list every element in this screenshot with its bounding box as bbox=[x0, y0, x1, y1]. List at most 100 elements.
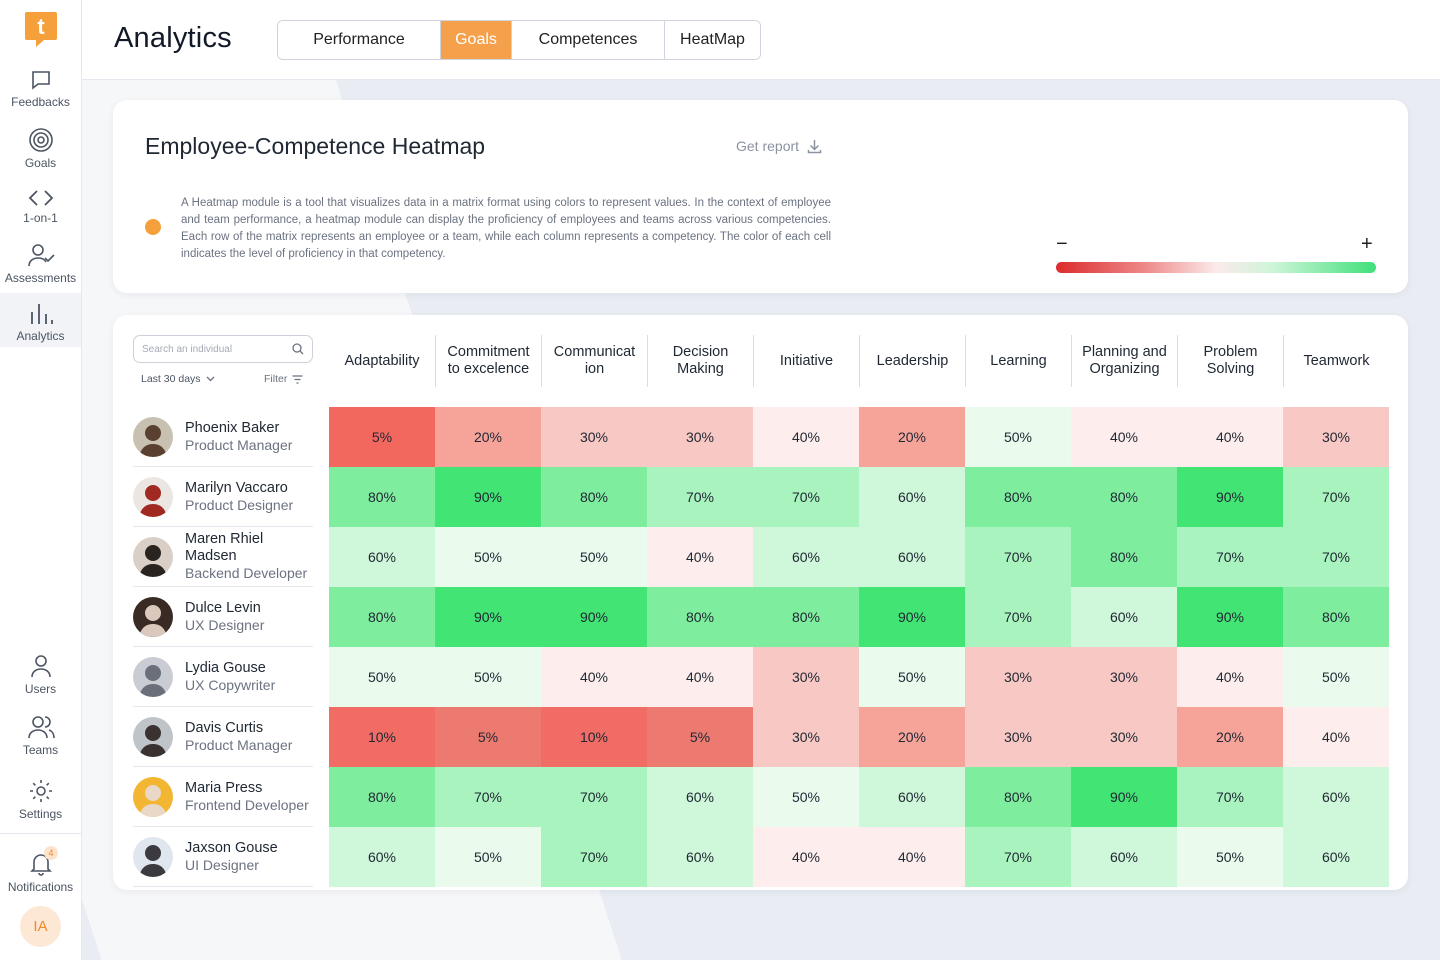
employee-row[interactable]: Phoenix Baker Product Manager bbox=[133, 407, 313, 467]
heatmap-cell[interactable]: 80% bbox=[647, 587, 753, 647]
heatmap-cell[interactable]: 30% bbox=[647, 407, 753, 467]
sidebar-item-goals[interactable]: Goals bbox=[0, 127, 81, 170]
heatmap-cell[interactable]: 60% bbox=[859, 527, 965, 587]
app-logo[interactable]: t bbox=[24, 10, 58, 48]
heatmap-cell[interactable]: 30% bbox=[1283, 407, 1389, 467]
heatmap-cell[interactable]: 80% bbox=[329, 587, 435, 647]
tab-performance[interactable]: Performance bbox=[278, 21, 441, 59]
heatmap-cell[interactable]: 30% bbox=[753, 707, 859, 767]
search-input[interactable] bbox=[142, 343, 282, 355]
heatmap-cell[interactable]: 50% bbox=[435, 827, 541, 887]
heatmap-cell[interactable]: 60% bbox=[1071, 587, 1177, 647]
heatmap-cell[interactable]: 50% bbox=[435, 647, 541, 707]
get-report-button[interactable]: Get report bbox=[736, 138, 822, 154]
tab-competences[interactable]: Competences bbox=[512, 21, 665, 59]
heatmap-cell[interactable]: 20% bbox=[859, 707, 965, 767]
tab-goals[interactable]: Goals bbox=[441, 21, 512, 59]
heatmap-cell[interactable]: 50% bbox=[1283, 647, 1389, 707]
sidebar-item-users[interactable]: Users bbox=[0, 653, 81, 696]
heatmap-cell[interactable]: 30% bbox=[965, 647, 1071, 707]
employee-row[interactable]: Dulce Levin UX Designer bbox=[133, 587, 313, 647]
heatmap-cell[interactable]: 60% bbox=[1071, 827, 1177, 887]
heatmap-cell[interactable]: 40% bbox=[753, 827, 859, 887]
heatmap-cell[interactable]: 70% bbox=[965, 827, 1071, 887]
filter-button[interactable]: Filter bbox=[264, 373, 303, 385]
heatmap-cell[interactable]: 40% bbox=[1177, 647, 1283, 707]
heatmap-cell[interactable]: 50% bbox=[753, 767, 859, 827]
heatmap-cell[interactable]: 70% bbox=[965, 527, 1071, 587]
heatmap-cell[interactable]: 80% bbox=[541, 467, 647, 527]
heatmap-cell[interactable]: 70% bbox=[435, 767, 541, 827]
sidebar-item-assessments[interactable]: Assessments bbox=[0, 242, 81, 285]
heatmap-cell[interactable]: 80% bbox=[753, 587, 859, 647]
employee-row[interactable]: Lydia Gouse UX Copywriter bbox=[133, 647, 313, 707]
heatmap-cell[interactable]: 60% bbox=[329, 827, 435, 887]
sidebar-item-settings[interactable]: Settings bbox=[0, 778, 81, 821]
employee-row[interactable]: Maren Rhiel Madsen Backend Developer bbox=[133, 527, 313, 587]
heatmap-cell[interactable]: 80% bbox=[1071, 467, 1177, 527]
sidebar-item-feedbacks[interactable]: Feedbacks bbox=[0, 68, 81, 109]
heatmap-cell[interactable]: 50% bbox=[329, 647, 435, 707]
heatmap-cell[interactable]: 40% bbox=[541, 647, 647, 707]
employee-row[interactable]: Davis Curtis Product Manager bbox=[133, 707, 313, 767]
heatmap-cell[interactable]: 60% bbox=[647, 767, 753, 827]
period-select[interactable]: Last 30 days bbox=[141, 373, 215, 385]
heatmap-cell[interactable]: 80% bbox=[329, 467, 435, 527]
heatmap-cell[interactable]: 30% bbox=[965, 707, 1071, 767]
heatmap-cell[interactable]: 70% bbox=[647, 467, 753, 527]
heatmap-cell[interactable]: 20% bbox=[435, 407, 541, 467]
heatmap-cell[interactable]: 40% bbox=[753, 407, 859, 467]
heatmap-cell[interactable]: 60% bbox=[329, 527, 435, 587]
heatmap-cell[interactable]: 70% bbox=[541, 827, 647, 887]
heatmap-cell[interactable]: 5% bbox=[435, 707, 541, 767]
heatmap-cell[interactable]: 40% bbox=[1071, 407, 1177, 467]
heatmap-cell[interactable]: 70% bbox=[753, 467, 859, 527]
sidebar-item-analytics[interactable]: Analytics bbox=[0, 293, 81, 347]
heatmap-cell[interactable]: 50% bbox=[965, 407, 1071, 467]
heatmap-cell[interactable]: 70% bbox=[965, 587, 1071, 647]
heatmap-cell[interactable]: 90% bbox=[541, 587, 647, 647]
heatmap-cell[interactable]: 10% bbox=[541, 707, 647, 767]
heatmap-cell[interactable]: 70% bbox=[541, 767, 647, 827]
heatmap-cell[interactable]: 5% bbox=[329, 407, 435, 467]
heatmap-cell[interactable]: 40% bbox=[647, 527, 753, 587]
heatmap-cell[interactable]: 20% bbox=[859, 407, 965, 467]
heatmap-cell[interactable]: 50% bbox=[859, 647, 965, 707]
heatmap-cell[interactable]: 80% bbox=[965, 467, 1071, 527]
heatmap-cell[interactable]: 60% bbox=[753, 527, 859, 587]
heatmap-cell[interactable]: 80% bbox=[1283, 587, 1389, 647]
heatmap-cell[interactable]: 90% bbox=[1177, 467, 1283, 527]
heatmap-cell[interactable]: 60% bbox=[1283, 827, 1389, 887]
employee-row[interactable]: Maria Press Frontend Developer bbox=[133, 767, 313, 827]
heatmap-cell[interactable]: 90% bbox=[435, 587, 541, 647]
heatmap-cell[interactable]: 90% bbox=[1071, 767, 1177, 827]
heatmap-cell[interactable]: 90% bbox=[1177, 587, 1283, 647]
sidebar-item-1on1[interactable]: 1-on-1 bbox=[0, 188, 81, 225]
heatmap-cell[interactable]: 30% bbox=[1071, 707, 1177, 767]
heatmap-cell[interactable]: 70% bbox=[1283, 467, 1389, 527]
employee-row[interactable]: Marilyn Vaccaro Product Designer bbox=[133, 467, 313, 527]
heatmap-cell[interactable]: 40% bbox=[647, 647, 753, 707]
heatmap-cell[interactable]: 60% bbox=[859, 767, 965, 827]
heatmap-cell[interactable]: 20% bbox=[1177, 707, 1283, 767]
heatmap-cell[interactable]: 50% bbox=[1177, 827, 1283, 887]
sidebar-item-notifications[interactable]: Notifications bbox=[0, 851, 81, 894]
heatmap-cell[interactable]: 50% bbox=[435, 527, 541, 587]
heatmap-cell[interactable]: 80% bbox=[329, 767, 435, 827]
heatmap-cell[interactable]: 30% bbox=[1071, 647, 1177, 707]
heatmap-cell[interactable]: 60% bbox=[1283, 767, 1389, 827]
heatmap-cell[interactable]: 40% bbox=[859, 827, 965, 887]
heatmap-cell[interactable]: 40% bbox=[1177, 407, 1283, 467]
heatmap-cell[interactable]: 80% bbox=[965, 767, 1071, 827]
heatmap-cell[interactable]: 60% bbox=[859, 467, 965, 527]
heatmap-cell[interactable]: 70% bbox=[1177, 767, 1283, 827]
heatmap-cell[interactable]: 10% bbox=[329, 707, 435, 767]
sidebar-item-teams[interactable]: Teams bbox=[0, 714, 81, 757]
heatmap-cell[interactable]: 90% bbox=[435, 467, 541, 527]
heatmap-cell[interactable]: 50% bbox=[541, 527, 647, 587]
heatmap-cell[interactable]: 30% bbox=[753, 647, 859, 707]
heatmap-cell[interactable]: 90% bbox=[859, 587, 965, 647]
heatmap-cell[interactable]: 40% bbox=[1283, 707, 1389, 767]
heatmap-cell[interactable]: 60% bbox=[647, 827, 753, 887]
heatmap-cell[interactable]: 70% bbox=[1283, 527, 1389, 587]
